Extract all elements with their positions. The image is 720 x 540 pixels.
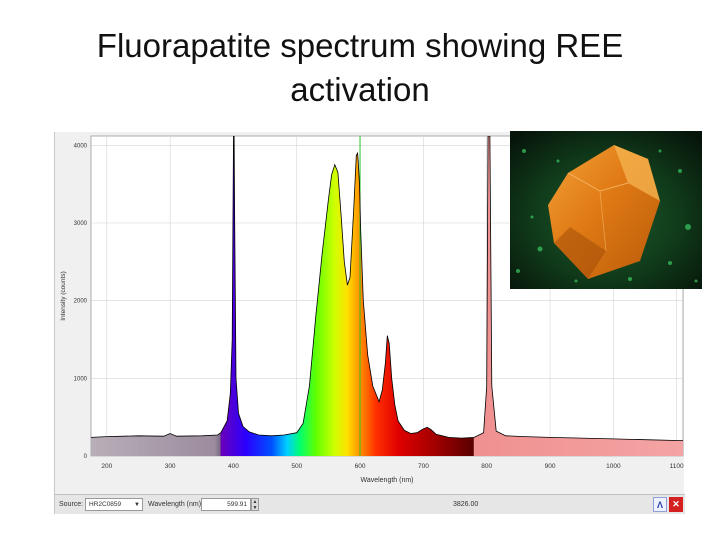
x-tick-label: 300 (165, 463, 176, 470)
x-tick-label: 200 (101, 463, 112, 470)
x-tick-label: 700 (418, 463, 429, 470)
slide-title: Fluorapatite spectrum showing REE activa… (96, 27, 624, 108)
y-axis-ticks: 0 1000 2000 3000 4000 (74, 143, 88, 460)
spectrum-fill (91, 136, 683, 456)
y-tick-label: 1000 (74, 376, 88, 382)
x-tick-label: 400 (228, 463, 239, 470)
fluorapatite-photo (510, 131, 702, 289)
source-select[interactable]: HR2C0859 ▼ (85, 498, 143, 511)
wavelength-spinner[interactable]: ▲ ▼ (251, 498, 259, 511)
status-bar: Source: HR2C0859 ▼ Wavelength (nm): 599.… (55, 494, 685, 514)
x-tick-label: 1000 (606, 463, 621, 470)
y-tick-label: 2000 (74, 299, 88, 305)
x-axis-ticks: 200 300 400 500 600 700 800 900 1000 1100 (101, 463, 684, 470)
peak-label-icon[interactable]: Λ (653, 497, 667, 512)
x-tick-label: 800 (481, 463, 492, 470)
x-tick-label: 900 (545, 463, 556, 470)
source-value: HR2C0859 (89, 501, 122, 508)
y-tick-label: 3000 (74, 221, 88, 227)
x-tick-label: 500 (291, 463, 302, 470)
y-axis-label: Intensity (counts) (60, 271, 67, 321)
x-axis-label: Wavelength (nm) (360, 477, 413, 484)
x-tick-label: 1100 (670, 463, 684, 470)
spectrum-line (91, 136, 683, 441)
x-tick-label: 600 (355, 463, 366, 470)
source-label: Source: (59, 501, 84, 508)
chevron-down-icon[interactable]: ▼ (134, 502, 140, 508)
y-tick-label: 4000 (74, 143, 88, 149)
close-icon[interactable]: ✕ (669, 497, 683, 512)
wavelength-label: Wavelength (nm): (148, 501, 203, 508)
intensity-readout: 3826.00 (453, 501, 479, 508)
y-tick-label: 0 (84, 454, 88, 460)
wavelength-input[interactable]: 599.91 (201, 498, 251, 511)
wavelength-value: 599.91 (227, 501, 247, 508)
